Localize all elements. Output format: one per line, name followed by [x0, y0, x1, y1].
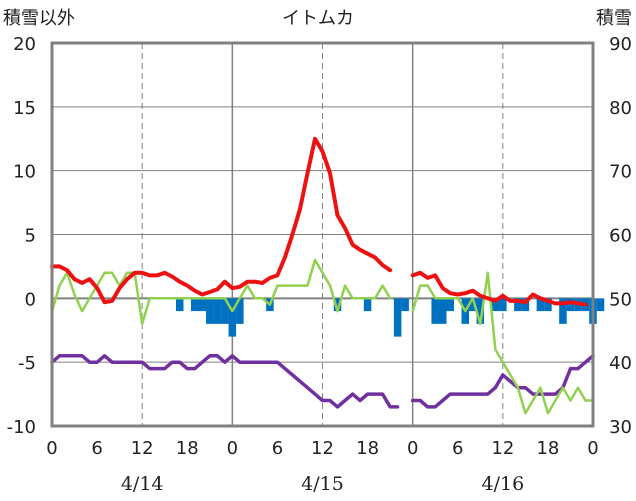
x-tick-label: 0: [587, 438, 598, 459]
bar: [446, 298, 454, 312]
x-tick-label: 6: [452, 438, 463, 459]
series-line-temperature: [50, 136, 393, 305]
bar: [363, 298, 372, 312]
line-series-group: [50, 136, 595, 415]
right-y-axis-ticks: 90 80 70 60 50 40 30: [609, 34, 632, 438]
right-axis-label: 積雪: [596, 8, 632, 29]
left-tick-label: 5: [25, 226, 36, 247]
left-axis-label: 積雪以外: [3, 8, 75, 29]
left-tick-label: 0: [25, 289, 36, 310]
plot-frame: [50, 41, 595, 428]
left-tick-label: -10: [7, 417, 36, 438]
x-tick-label: 12: [491, 438, 514, 459]
bar: [514, 298, 522, 312]
x-tick-label: 6: [272, 438, 283, 459]
date-label: 4/15: [301, 473, 344, 495]
series-line-purple-series: [50, 354, 400, 409]
x-tick-label: 12: [131, 438, 154, 459]
right-tick-label: 30: [609, 417, 632, 438]
x-tick-label: 0: [46, 438, 57, 459]
bar: [431, 298, 439, 324]
bar: [469, 298, 477, 312]
right-tick-label: 50: [609, 289, 632, 310]
left-y-axis-ticks: 20 15 10 5 0 -5 -10: [7, 34, 36, 438]
x-axis-ticks: 0 6 12 18 0 6 12 18 0 6 12 18 0: [46, 438, 598, 459]
bar: [536, 298, 545, 312]
bar: [206, 298, 214, 324]
bar: [333, 298, 342, 312]
bar: [393, 298, 402, 337]
x-tick-label: 0: [407, 438, 418, 459]
right-tick-label: 40: [609, 353, 632, 374]
right-tick-label: 80: [609, 98, 632, 119]
bar: [596, 298, 605, 312]
bar: [476, 298, 485, 324]
bar: [228, 298, 237, 337]
x-tick-label: 18: [536, 438, 559, 459]
x-tick-label: 18: [176, 438, 199, 459]
x-tick-label: 12: [311, 438, 334, 459]
right-tick-label: 90: [609, 34, 632, 55]
bar: [566, 298, 575, 312]
bar: [198, 298, 207, 312]
bar: [191, 298, 199, 312]
left-tick-label: 15: [13, 98, 36, 119]
left-tick-label: -5: [18, 353, 36, 374]
bar: [221, 298, 229, 324]
series-line-temperature: [410, 270, 588, 307]
date-label: 4/14: [121, 473, 164, 495]
bar: [544, 298, 552, 312]
series-line-green-series: [50, 258, 392, 326]
bar: [175, 298, 184, 312]
right-tick-label: 60: [609, 226, 632, 247]
bar: [559, 298, 567, 324]
left-tick-label: 10: [13, 162, 36, 183]
bar: [438, 298, 447, 324]
x-tick-label: 6: [91, 438, 102, 459]
bar: [491, 298, 500, 312]
date-labels: 4/14 4/15 4/16: [121, 473, 524, 495]
right-tick-label: 70: [609, 162, 632, 183]
date-label: 4/16: [481, 473, 524, 495]
grid-lines: [52, 43, 593, 426]
left-tick-label: 20: [13, 34, 36, 55]
bar: [499, 298, 507, 312]
bar: [521, 298, 530, 312]
bar: [401, 298, 409, 312]
bar: [236, 298, 244, 324]
x-tick-label: 0: [227, 438, 238, 459]
chart-title: イトムカ: [282, 8, 354, 29]
bar: [213, 298, 222, 324]
series-line-green-series: [411, 271, 595, 415]
x-tick-label: 18: [356, 438, 379, 459]
